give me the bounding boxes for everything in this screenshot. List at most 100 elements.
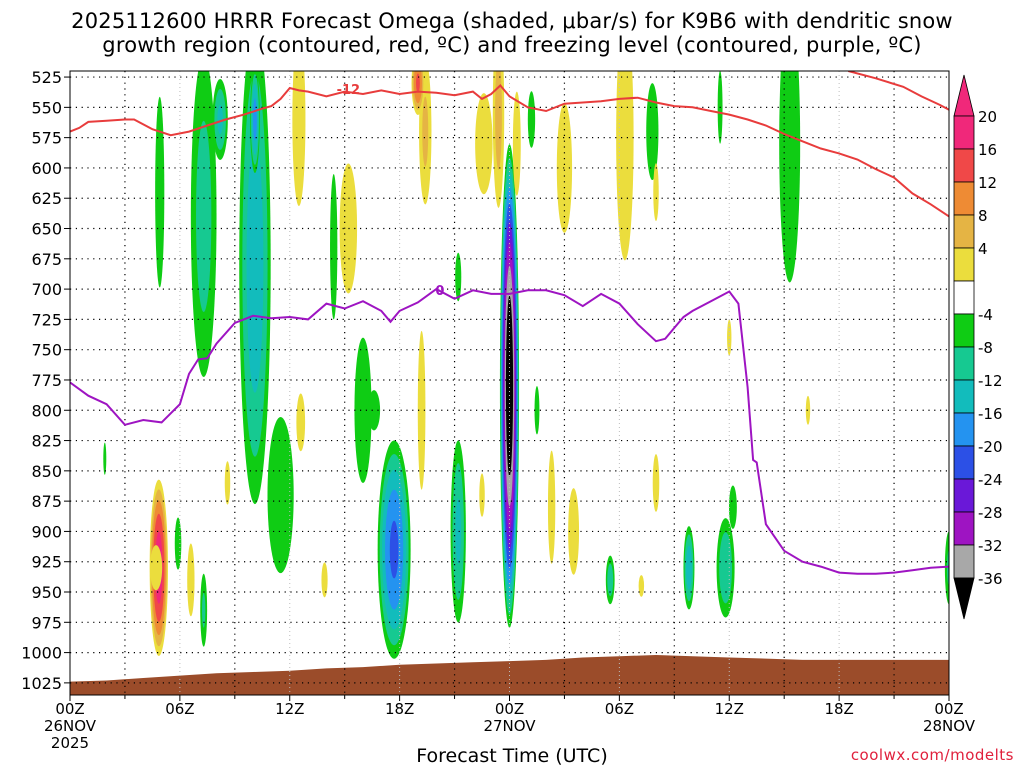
omega-band: [330, 173, 338, 320]
chart-title-line-2: growth region (contoured, red, ºC) and f…: [102, 33, 922, 57]
omega-cell-38: [638, 575, 645, 597]
colorbar-bin: [953, 412, 975, 447]
y-tick-label: 900: [31, 522, 62, 541]
colorbar-bin: [953, 214, 975, 249]
colorbar-label: -4: [978, 306, 993, 324]
colorbar: 20 16 12 8 4 -4 -8 -12 -16 -20 -24 -28 -32 -36: [953, 74, 1003, 620]
y-tick-label: 1025: [21, 674, 62, 693]
colorbar-bin: [953, 379, 975, 414]
omega-band: [475, 93, 493, 195]
y-tick-label: 925: [31, 553, 62, 572]
omega-band: [638, 575, 645, 597]
omega-cell-42: [683, 526, 695, 610]
colorbar-bin: [953, 181, 975, 216]
contour-label: -12: [337, 83, 361, 98]
omega-cell-44: [728, 485, 737, 529]
omega-band: [417, 330, 426, 490]
colorbar-label: 12: [978, 174, 997, 192]
colorbar-label: -12: [978, 372, 1003, 390]
omega-band: [556, 102, 573, 233]
omega-band: [174, 517, 182, 570]
omega-cell-48: [805, 395, 811, 425]
x-tick-label: 06Z: [605, 700, 634, 718]
omega-band: [568, 488, 580, 575]
x-tick-label: 00Z: [495, 700, 524, 718]
omega-band: [296, 393, 306, 452]
omega-cell-16: [330, 173, 338, 320]
contour-line-1: [848, 71, 949, 111]
omega-cell-7: [155, 96, 165, 288]
omega-cell-23: [411, 71, 425, 115]
omega-cell-40: [652, 454, 660, 512]
y-tick-label: 850: [31, 462, 62, 481]
x-tick-label: 06Z: [165, 700, 194, 718]
omega-cell-29: [492, 71, 505, 208]
omega-band: [416, 73, 420, 93]
colorbar-label: -8: [978, 339, 993, 357]
omega-band: [728, 485, 737, 529]
colorbar-label: -36: [978, 570, 1003, 588]
x-tick-label: 00Z: [55, 700, 84, 718]
omega-cell-28: [499, 144, 520, 628]
colorbar-bin: [953, 313, 975, 348]
omega-band: [253, 98, 257, 141]
y-tick-label: 950: [31, 583, 62, 602]
omega-band: [653, 163, 659, 222]
omega-band: [292, 71, 306, 207]
contour-line-0: [70, 84, 949, 218]
y-tick-label: 800: [31, 401, 62, 420]
omega-band: [779, 71, 801, 283]
omega-cell-6: [103, 442, 107, 475]
colorbar-label: 4: [978, 240, 988, 258]
omega-band: [547, 450, 556, 564]
omega-cell-47: [779, 71, 801, 283]
omega-band: [455, 252, 462, 302]
omega-cell-11: [250, 71, 260, 173]
x-tick-label: 27NOV: [483, 717, 536, 735]
omega-band: [527, 91, 536, 148]
omega-cell-30: [512, 91, 521, 196]
x-tick-label: 26NOV: [44, 717, 97, 735]
y-tick-label: 825: [31, 432, 62, 451]
omega-cell-13: [292, 71, 306, 207]
omega-band: [422, 96, 429, 167]
y-tick-label: 1000: [21, 644, 62, 663]
omega-cell-37: [616, 71, 634, 261]
colorbar-label: -16: [978, 405, 1003, 423]
contours: -12 0: [70, 71, 949, 575]
colorbar-bin: [953, 346, 975, 381]
y-tick-label: 875: [31, 492, 62, 511]
colorbar-label: -20: [978, 438, 1003, 456]
x-tick-label: 00Z: [934, 700, 963, 718]
omega-band: [389, 520, 399, 579]
omega-band: [652, 454, 660, 512]
omega-cell-39: [646, 83, 659, 181]
omega-band: [103, 442, 107, 475]
omega-band: [187, 543, 195, 617]
colorbar-bin: [953, 247, 975, 282]
x-tick-label: 12Z: [275, 700, 304, 718]
colorbar-bin: [953, 478, 975, 513]
omega-cell-2: [174, 517, 182, 570]
omega-cell-4: [200, 573, 208, 647]
omega-cell-14: [296, 393, 306, 452]
y-tick-label: 575: [31, 129, 62, 148]
y-tick-label: 550: [31, 98, 62, 117]
omega-cell-41: [653, 163, 659, 222]
omega-cell-19: [367, 390, 381, 431]
omega-band: [805, 395, 811, 425]
omega-cell-3: [187, 543, 195, 617]
omega-cell-25: [450, 440, 466, 623]
omega-band: [479, 473, 485, 517]
grid: [70, 71, 949, 695]
omega-band: [202, 592, 206, 628]
colorbar-label: 20: [978, 108, 997, 126]
omega-cell-34: [556, 102, 573, 233]
omega-cell-18: [354, 337, 372, 483]
colorbar-label: -28: [978, 504, 1003, 522]
omega-cell-24: [455, 252, 462, 302]
x-axis-title: Forecast Time (UTC): [416, 745, 608, 767]
y-axis-pressure: 525 550 575 600 625 650 675 700 725 750 775 800 825 8…: [21, 68, 70, 693]
